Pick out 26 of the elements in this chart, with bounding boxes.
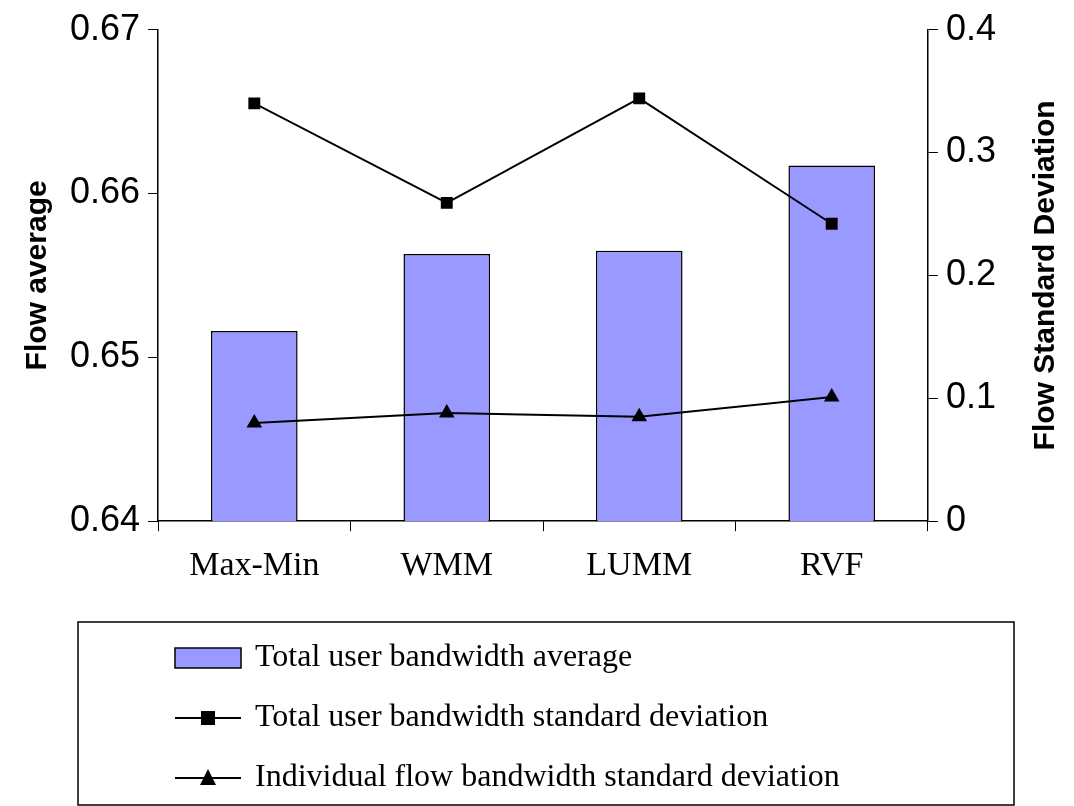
point (440, 196, 453, 209)
x-tick-label: WMM (400, 544, 494, 582)
point (824, 389, 839, 402)
x-tick-label: Max-Min (189, 544, 320, 582)
point (632, 408, 647, 422)
y2-tick-label: 0.2 (945, 252, 996, 294)
point (247, 414, 262, 428)
point (633, 92, 646, 105)
y-tick-label: 0.65 (69, 334, 141, 376)
point (248, 97, 261, 110)
point (825, 217, 838, 230)
x-tick-label: RVF (800, 544, 864, 582)
x-tick-label: LUMM (586, 544, 693, 582)
y2-axis-title: Flow Standard Deviation (1027, 100, 1061, 451)
y-tick-label: 0.67 (69, 6, 141, 48)
y-axis-title: Flow average (19, 180, 53, 371)
y2-tick-label: 0.3 (945, 129, 996, 171)
legend-label: Total user bandwidth average (255, 637, 633, 674)
y-tick-label: 0.66 (69, 170, 141, 212)
y2-tick-label: 0 (945, 498, 966, 540)
y-tick-label: 0.64 (69, 498, 141, 540)
legend-label: Individual flow bandwidth standard deviation (255, 757, 840, 794)
y2-tick-label: 0.1 (945, 375, 996, 417)
legend-label: Total user bandwidth standard deviation (255, 697, 769, 734)
y2-tick-label: 0.4 (945, 6, 996, 48)
point (439, 405, 454, 418)
